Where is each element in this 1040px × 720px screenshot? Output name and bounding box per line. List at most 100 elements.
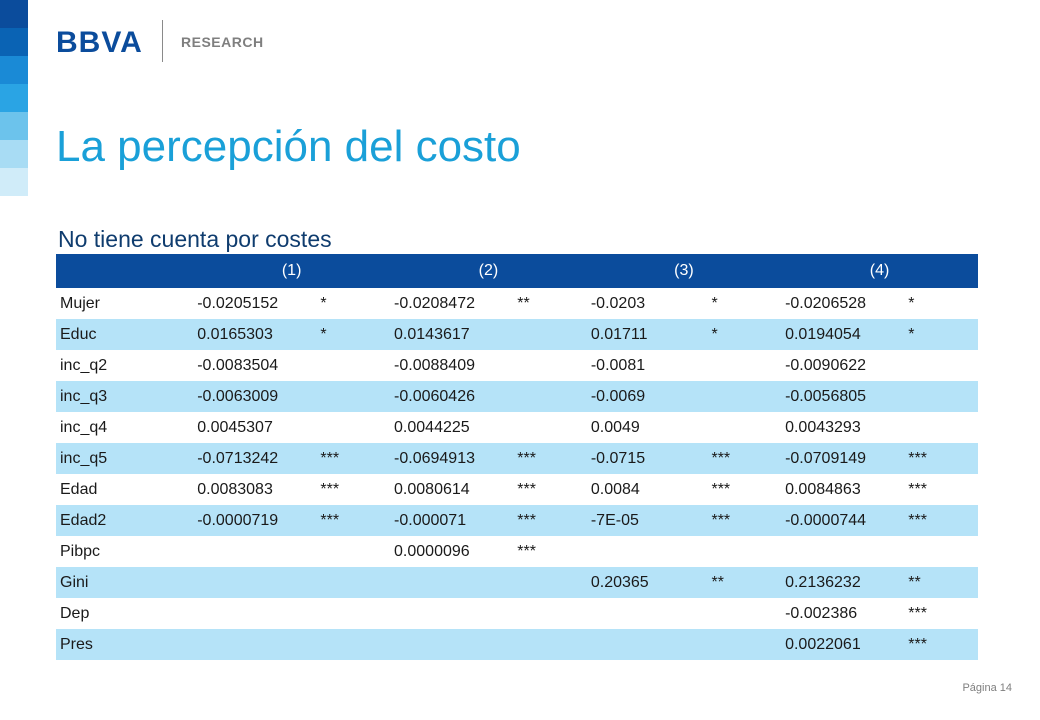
bbva-logo: BBVA [56, 26, 143, 59]
significance-cell [316, 629, 391, 660]
brand-stripe [0, 112, 28, 140]
table-row: Pibpc 0.0000096 *** [56, 536, 978, 567]
significance-cell: *** [904, 629, 978, 660]
coefficient-cell: -0.0083504 [197, 356, 279, 374]
coefficient-cell: 0.0080614 [394, 480, 470, 498]
brand-stripe [0, 168, 28, 196]
significance-cell: *** [320, 480, 340, 498]
significance-cell: *** [707, 443, 782, 474]
coefficient-cell: -0.0694913 [390, 443, 514, 474]
table-row: inc_q3 -0.0063009 -0.0060426 -0.0069 -0.0056… [56, 381, 978, 412]
significance-cell: ** [517, 294, 530, 312]
coefficient-cell [390, 567, 514, 598]
significance-cell: ** [707, 567, 782, 598]
coefficient-cell [193, 536, 316, 567]
significance-cell: *** [517, 480, 536, 498]
slide-title: La percepción del costo [56, 122, 521, 171]
significance-cell [316, 412, 390, 443]
significance-cell: *** [316, 443, 391, 474]
significance-cell: * [320, 294, 327, 312]
significance-cell [316, 536, 390, 567]
coefficient-cell: -0.0208472 [394, 294, 475, 312]
section-label: RESEARCH [181, 34, 264, 50]
brand-stripe [0, 56, 28, 84]
coefficient-cell: 0.0043293 [785, 418, 861, 436]
coefficient-cell: 0.0044225 [394, 418, 470, 436]
significance-cell [316, 381, 391, 412]
coefficient-cell: 0.2136232 [781, 567, 905, 598]
coefficient-cell [587, 536, 708, 567]
significance-cell [904, 412, 978, 443]
table-row: Educ 0.0165303 * 0.0143617 0.01711 * 0.0194054… [56, 319, 978, 350]
significance-cell [707, 350, 781, 381]
table-row: Mujer -0.0205152 * -0.0208472 ** -0.0203 * -0.0… [56, 288, 978, 319]
significance-cell [707, 629, 782, 660]
table-row: inc_q5 -0.0713242 *** -0.0694913 *** -0.0715 *… [56, 443, 978, 474]
coefficient-cell [390, 598, 513, 629]
significance-cell [707, 381, 782, 412]
significance-cell [904, 350, 978, 381]
significance-cell: *** [908, 604, 927, 622]
coefficient-cell: 0.0194054 [781, 319, 905, 350]
row-label: inc_q5 [56, 443, 194, 474]
coefficient-cell: -0.0090622 [785, 356, 867, 374]
column-header: (2) [390, 254, 587, 288]
coefficient-cell: 0.0143617 [390, 319, 514, 350]
coefficient-cell: -0.0081 [590, 356, 646, 374]
coefficient-cell: -0.0715 [586, 443, 708, 474]
significance-cell [316, 598, 390, 629]
significance-cell [707, 598, 781, 629]
significance-cell [513, 598, 587, 629]
regression-table: (1) (2) (3) (4) Mujer -0.0205152 * -0.02084… [56, 254, 978, 660]
row-label: inc_q4 [60, 418, 108, 436]
coefficient-cell: -0.0206528 [785, 294, 867, 312]
significance-cell: * [908, 294, 915, 312]
significance-cell [707, 536, 781, 567]
table-header-row: (1) (2) (3) (4) [56, 254, 978, 288]
significance-cell: *** [904, 505, 978, 536]
table-row: inc_q4 0.0045307 0.0044225 0.0049 0.0043293 [56, 412, 978, 443]
coefficient-cell: -7E-05 [586, 505, 708, 536]
coefficient-cell: -0.0063009 [193, 381, 317, 412]
coefficient-cell: 0.0165303 [193, 319, 317, 350]
row-label: inc_q2 [60, 356, 108, 374]
column-header: (4) [781, 254, 978, 288]
significance-cell [316, 350, 390, 381]
significance-cell: * [711, 294, 718, 312]
coefficient-cell [193, 567, 317, 598]
row-label: Gini [56, 567, 194, 598]
row-label: Pres [56, 629, 194, 660]
significance-cell: *** [513, 505, 587, 536]
coefficient-cell: 0.0084 [590, 480, 640, 498]
significance-cell: * [904, 319, 978, 350]
coefficient-cell: 0.0083083 [197, 480, 273, 498]
coefficient-cell: -0.0000744 [781, 505, 905, 536]
significance-cell: *** [908, 480, 927, 498]
coefficient-cell: -0.0088409 [394, 356, 475, 374]
row-label: Educ [56, 319, 194, 350]
coefficient-cell: 0.0049 [590, 418, 640, 436]
row-label: Dep [60, 604, 90, 622]
significance-cell: *** [707, 505, 782, 536]
coefficient-cell: 0.0022061 [781, 629, 905, 660]
row-label: Pibpc [60, 542, 101, 560]
coefficient-cell: -0.0203 [590, 294, 646, 312]
brand-stripe [0, 140, 28, 168]
significance-cell: *** [517, 542, 536, 560]
table-row: Edad2 -0.0000719 *** -0.000071 *** -7E-05 *** -… [56, 505, 978, 536]
table-row: Edad 0.0083083 *** 0.0080614 *** 0.0084 *** 0.0… [56, 474, 978, 505]
significance-cell: ** [904, 567, 978, 598]
coefficient-cell: -0.0205152 [197, 294, 279, 312]
coefficient-cell: 0.01711 [586, 319, 708, 350]
significance-cell [513, 629, 587, 660]
row-label: inc_q3 [56, 381, 194, 412]
significance-cell: *** [904, 443, 978, 474]
coefficient-cell [193, 629, 317, 660]
significance-cell [904, 536, 978, 567]
coefficient-cell: -0.000071 [390, 505, 514, 536]
significance-cell [904, 381, 978, 412]
significance-cell [513, 319, 587, 350]
significance-cell [707, 412, 781, 443]
significance-cell: * [316, 319, 391, 350]
coefficient-cell: 0.0000096 [394, 542, 470, 560]
